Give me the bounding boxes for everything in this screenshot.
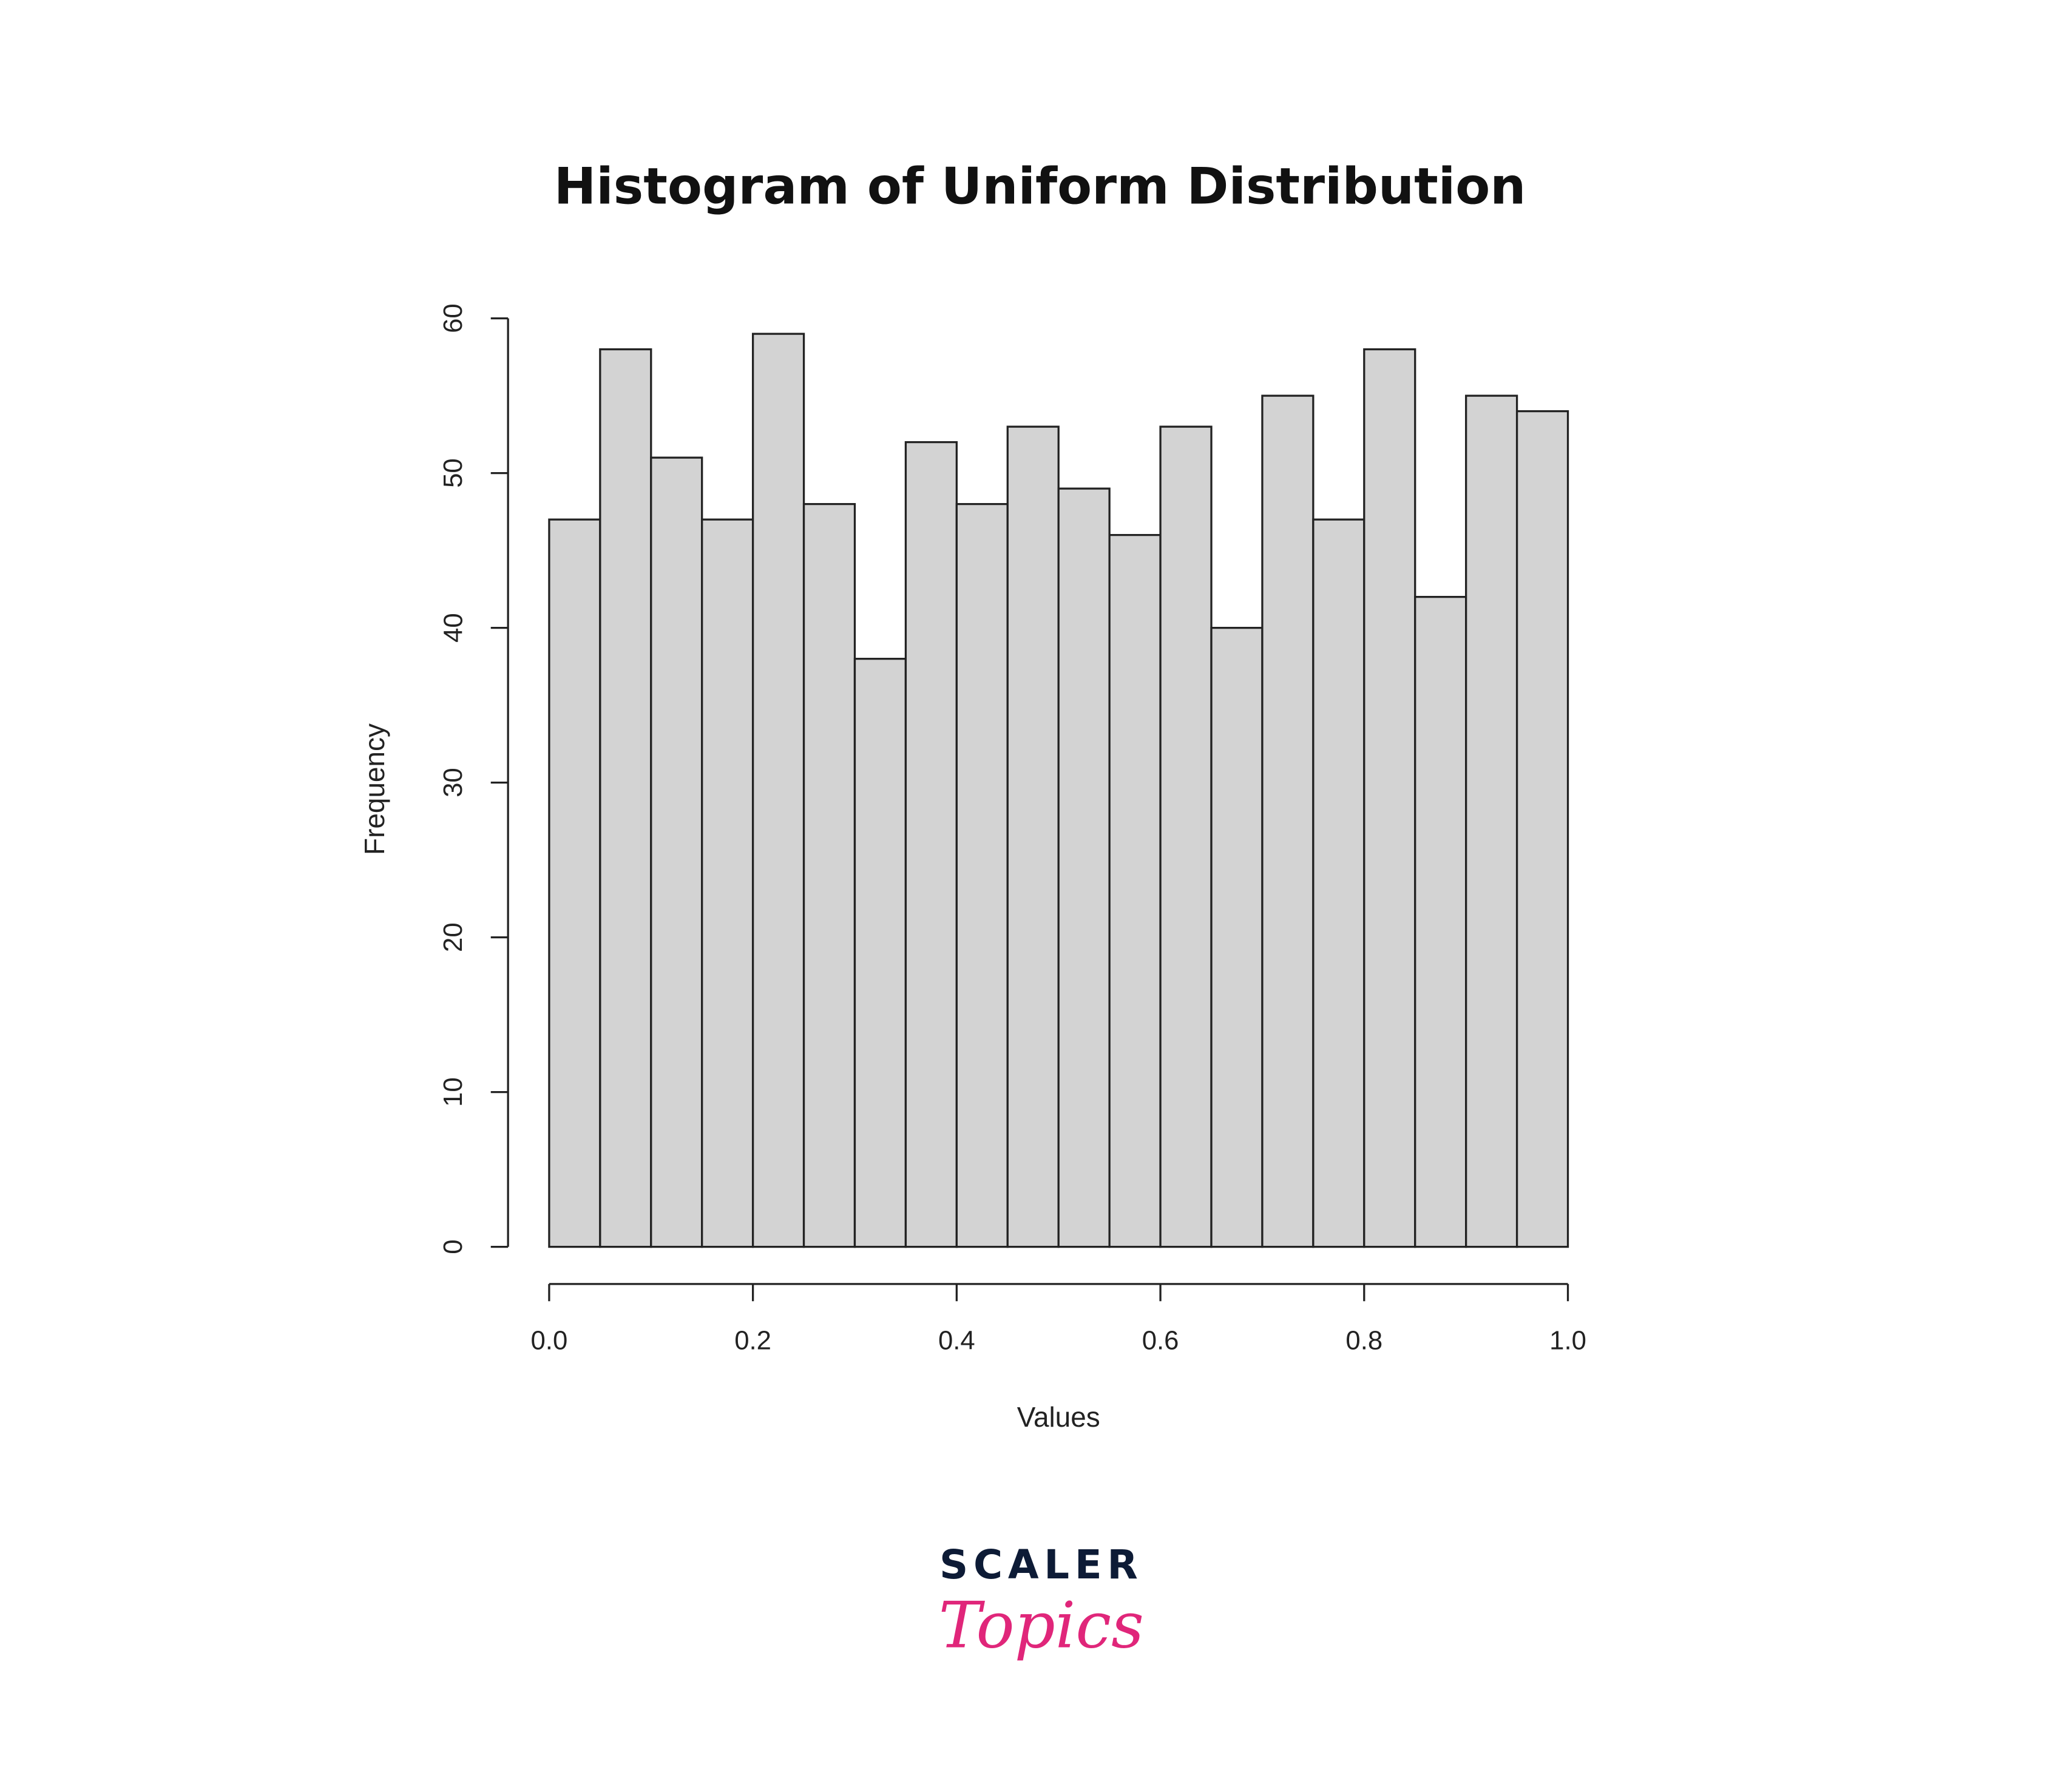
bar bbox=[1006, 425, 1060, 1248]
bar bbox=[1057, 487, 1111, 1248]
y-tick-label: 30 bbox=[438, 768, 468, 797]
bar bbox=[1465, 394, 1518, 1248]
bar bbox=[751, 333, 805, 1248]
bar bbox=[548, 518, 601, 1248]
bar bbox=[1363, 348, 1416, 1248]
x-tick-label: 0.0 bbox=[531, 1326, 568, 1356]
x-tick-label: 0.6 bbox=[1142, 1326, 1179, 1356]
bar bbox=[650, 456, 703, 1248]
x-tick-label: 0.4 bbox=[938, 1326, 975, 1356]
y-tick-label: 50 bbox=[438, 458, 468, 488]
y-tick-label: 0 bbox=[438, 1239, 468, 1254]
y-tick-label: 60 bbox=[438, 303, 468, 333]
x-axis-label: Values bbox=[1017, 1401, 1100, 1433]
logo-text: Topics bbox=[939, 1589, 1144, 1663]
bar bbox=[1312, 518, 1365, 1248]
x-tick-label: 1.0 bbox=[1549, 1326, 1586, 1356]
bar bbox=[1159, 425, 1213, 1248]
bar bbox=[802, 502, 856, 1248]
y-tick-label: 20 bbox=[438, 922, 468, 952]
x-tick-label: 0.2 bbox=[734, 1326, 771, 1356]
logo-text: SCALER bbox=[939, 1542, 1143, 1588]
bar bbox=[1210, 626, 1264, 1248]
x-tick-label: 0.8 bbox=[1345, 1326, 1382, 1356]
bar bbox=[1515, 410, 1569, 1248]
y-axis-label: Frequency bbox=[359, 723, 390, 855]
y-tick-label: 10 bbox=[438, 1077, 468, 1107]
bar bbox=[701, 518, 754, 1248]
bar bbox=[1108, 533, 1162, 1248]
bar bbox=[904, 441, 958, 1248]
bar bbox=[853, 657, 907, 1248]
bar bbox=[599, 348, 652, 1248]
bar bbox=[1414, 595, 1467, 1248]
bar bbox=[955, 502, 1009, 1248]
bar bbox=[1261, 394, 1315, 1248]
chart-title: Histogram of Uniform Distribution bbox=[554, 157, 1526, 216]
y-tick-label: 40 bbox=[438, 613, 468, 643]
